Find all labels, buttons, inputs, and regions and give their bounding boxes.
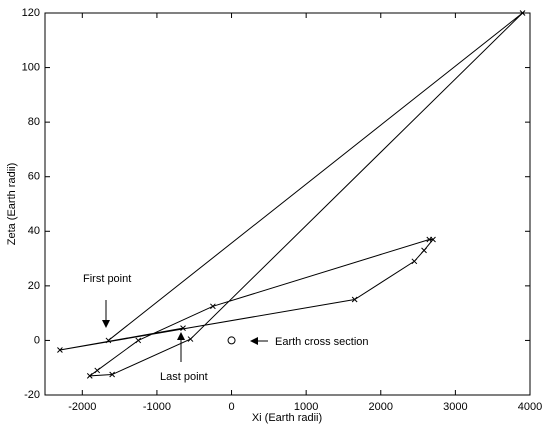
x-tick-label: 1000 — [294, 401, 318, 413]
arrow-head — [102, 320, 110, 328]
marker — [180, 325, 186, 332]
x-tick-label: 0 — [228, 401, 234, 413]
annotation: Earth cross section — [275, 336, 369, 348]
marker — [135, 337, 142, 344]
marker — [227, 336, 236, 345]
annotation: First point — [83, 273, 131, 285]
marker — [187, 336, 194, 342]
y-axis-label: Zeta (Earth radii) — [6, 163, 18, 246]
marker — [351, 296, 358, 303]
y-tick-label: 80 — [28, 116, 40, 128]
marker — [210, 303, 216, 310]
x-tick-label: 2000 — [369, 401, 393, 413]
marker — [430, 236, 436, 243]
x-tick-label: 4000 — [518, 401, 542, 413]
y-tick-label: 20 — [28, 280, 40, 292]
marker — [421, 247, 427, 254]
y-tick-label: 60 — [28, 171, 40, 183]
line — [59, 12, 523, 377]
marker — [411, 258, 418, 265]
arrow-head — [250, 337, 258, 345]
marker — [57, 347, 63, 353]
y-tick-label: 0 — [34, 334, 40, 346]
y-tick-label: 120 — [22, 7, 40, 19]
x-tick-label: 3000 — [443, 401, 467, 413]
x-axis-label: Xi (Earth radii) — [252, 412, 322, 424]
y-tick-label: 40 — [28, 225, 40, 237]
y-tick-label: -20 — [24, 389, 40, 401]
marker — [105, 337, 112, 344]
annotation: Last point — [160, 371, 208, 383]
marker — [86, 373, 93, 379]
marker — [94, 367, 101, 374]
x-tick-label: -1000 — [143, 401, 171, 413]
marker — [519, 10, 526, 16]
plot-frame — [44, 12, 531, 396]
marker — [109, 371, 116, 378]
y-tick-label: 100 — [22, 61, 40, 73]
x-tick-label: -2000 — [68, 401, 96, 413]
arrow-head — [177, 332, 185, 340]
